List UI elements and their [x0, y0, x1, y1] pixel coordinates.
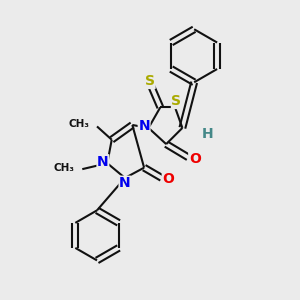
Text: N: N [97, 155, 109, 169]
Text: O: O [189, 152, 201, 166]
Text: CH₃: CH₃ [54, 163, 75, 173]
Text: N: N [138, 119, 150, 134]
Text: N: N [119, 176, 131, 190]
Text: H: H [202, 127, 213, 141]
Text: S: S [172, 94, 182, 108]
Text: S: S [145, 74, 155, 88]
Text: O: O [162, 172, 174, 186]
Text: CH₃: CH₃ [69, 119, 90, 129]
